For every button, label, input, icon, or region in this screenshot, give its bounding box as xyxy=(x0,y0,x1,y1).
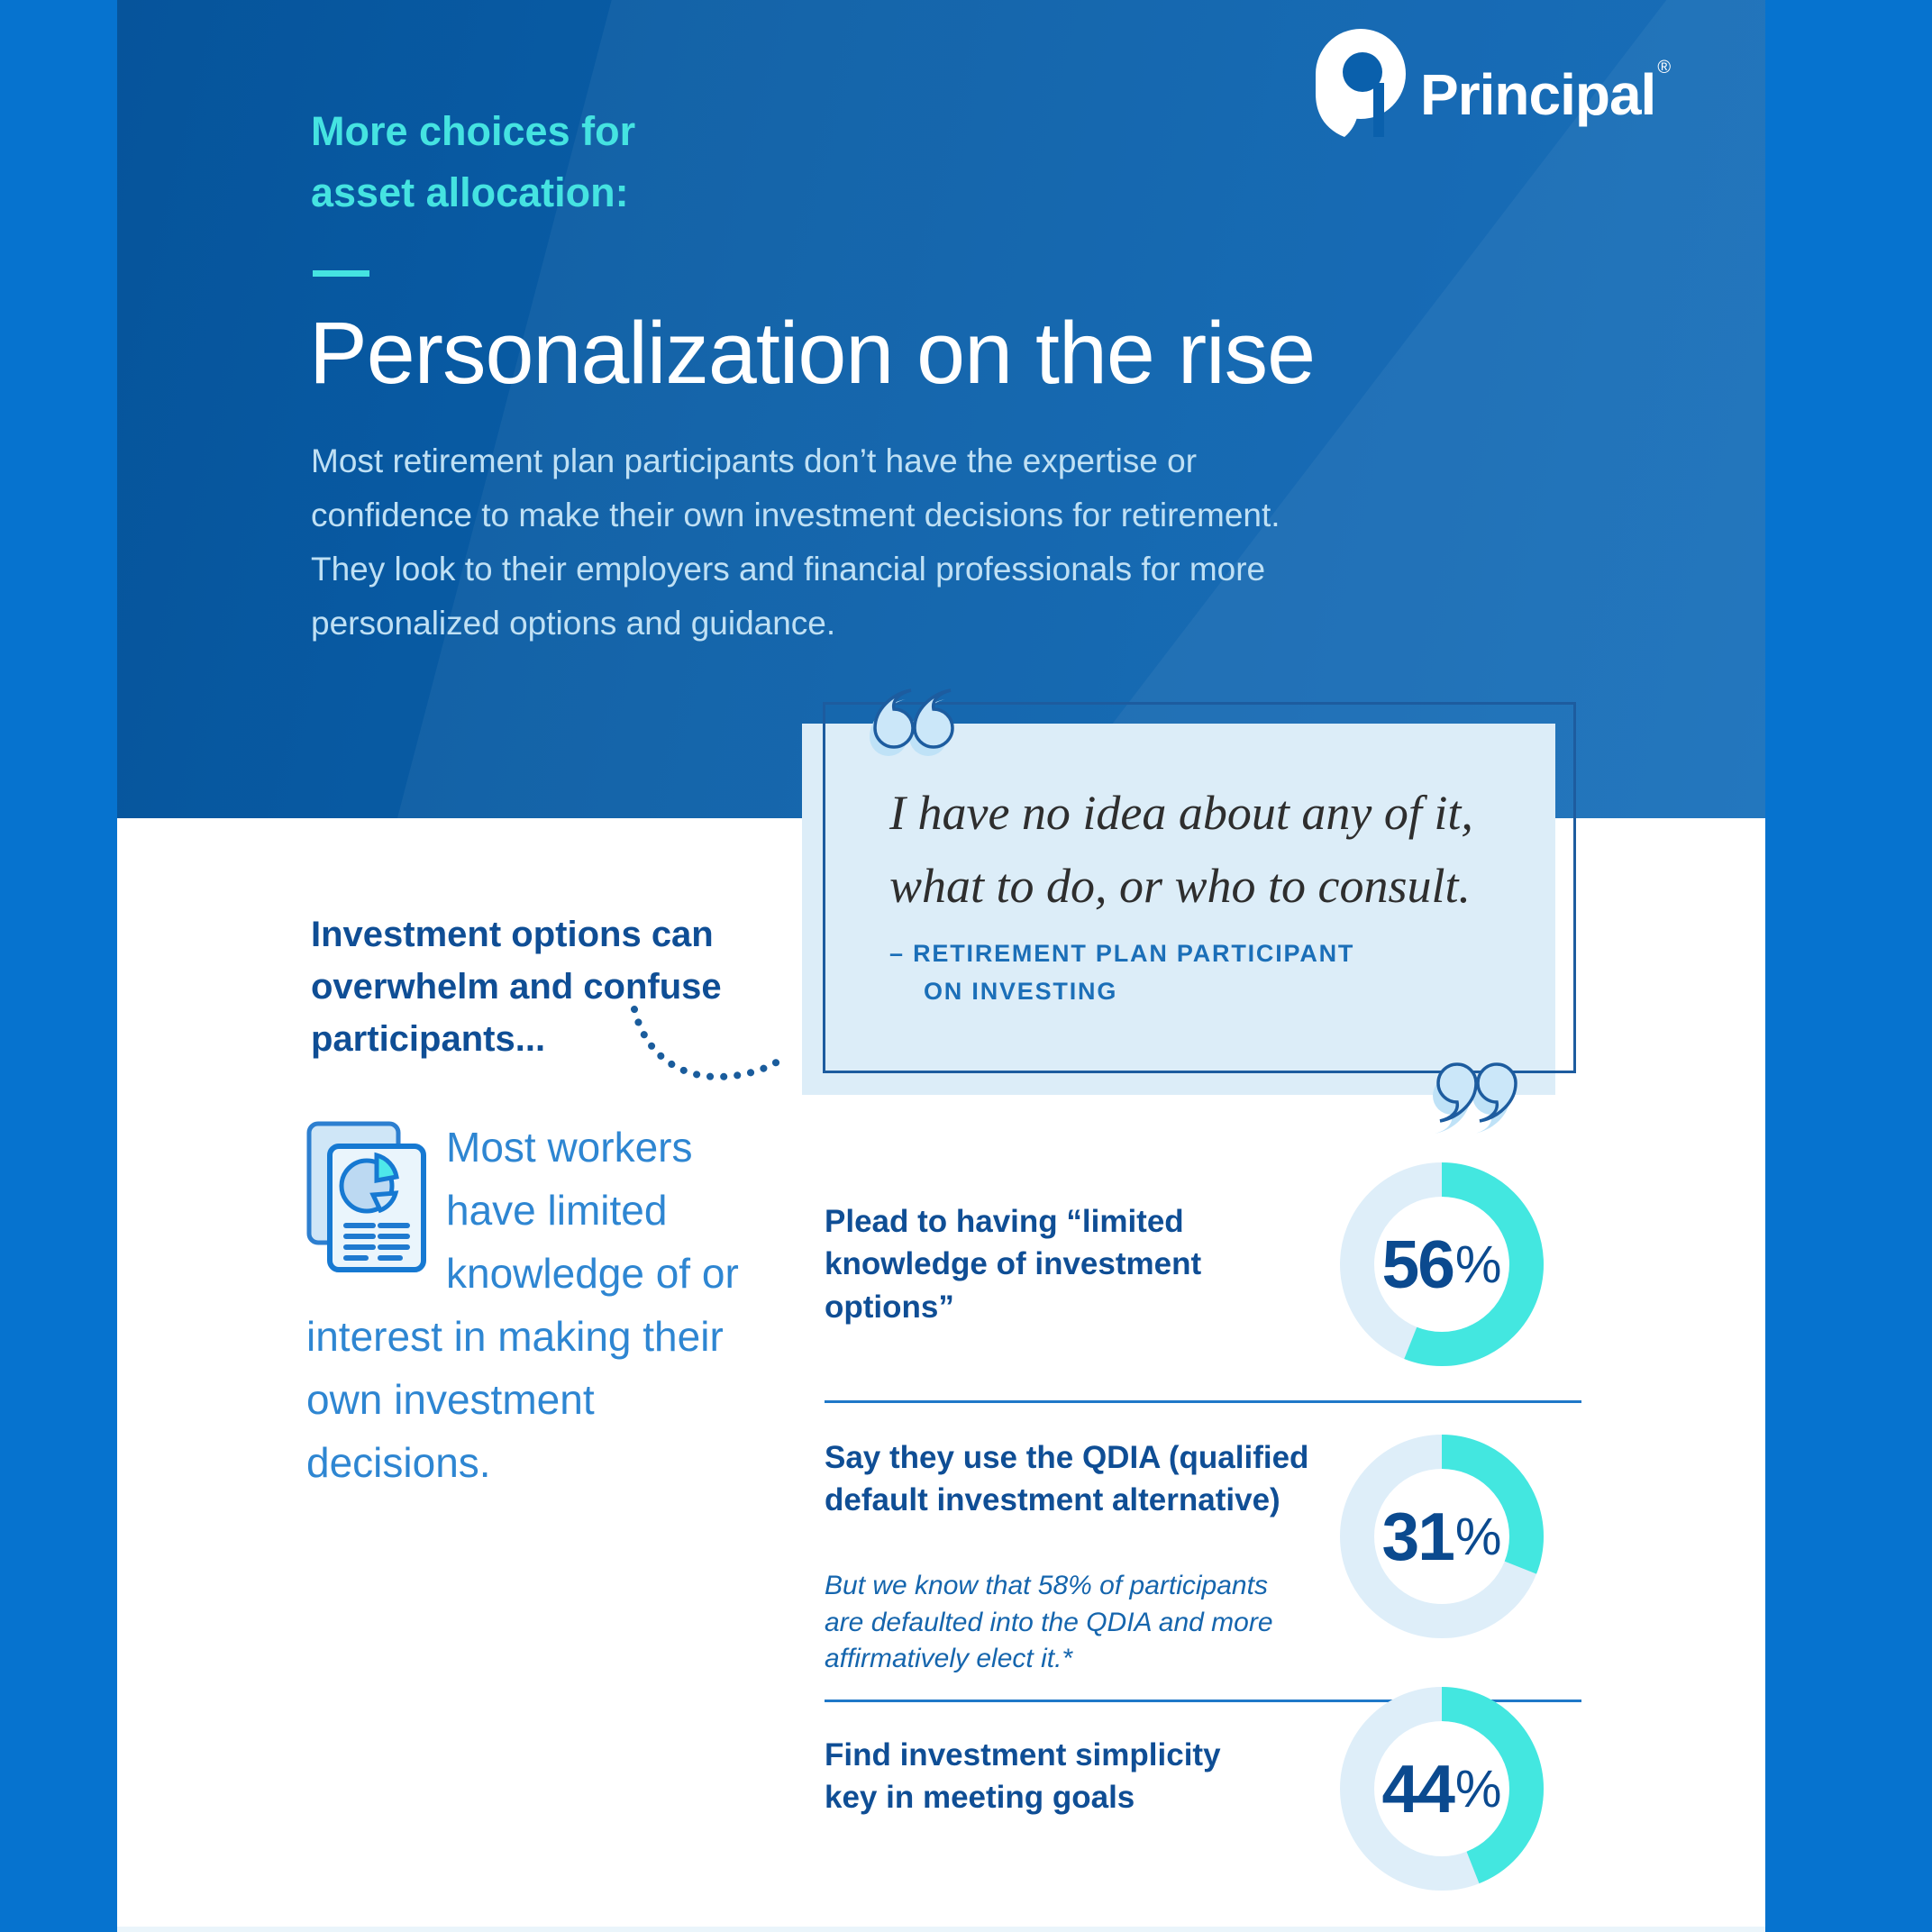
open-quote-icon xyxy=(870,688,954,756)
stat-note-2: But we know that 58% of participants are… xyxy=(825,1571,1273,1673)
percent-sign: % xyxy=(1454,1759,1502,1818)
dotted-connector-line xyxy=(631,1006,786,1081)
intro-paragraph: Most retirement plan participants don’t … xyxy=(311,442,1280,642)
workers-statement: Most workers have limited knowledge of o… xyxy=(306,1116,748,1494)
header-swoosh-decoration xyxy=(396,0,1765,818)
stat-label-1: Plead to having “limited knowledge of in… xyxy=(825,1204,1202,1325)
quote-panel-outline xyxy=(823,702,1576,1073)
registered-mark: ® xyxy=(1657,58,1672,77)
donut-chart-31: 31 % xyxy=(1338,1433,1545,1640)
stat-label-3: Find investment simplicity key in meetin… xyxy=(825,1737,1221,1816)
principal-p-icon xyxy=(1316,29,1406,137)
report-document-icon xyxy=(306,1121,426,1272)
quote-attribution: – RETIREMENT PLAN PARTICIPANT ON INVESTI… xyxy=(889,935,1354,1011)
accent-dash xyxy=(313,270,369,277)
stat-value-2: 31 % xyxy=(1381,1499,1502,1574)
quote-panel xyxy=(802,724,1555,1095)
stat-value-3: 44 % xyxy=(1381,1751,1502,1827)
quote-attribution-line2: ON INVESTING xyxy=(924,977,1118,1005)
header-band xyxy=(117,0,1765,818)
left-heading: Investment options can overwhelm and con… xyxy=(311,915,722,1059)
stat-value-1: 56 % xyxy=(1381,1226,1502,1302)
close-quote-icon xyxy=(1433,1062,1517,1134)
donut-chart-56: 56 % xyxy=(1338,1161,1545,1368)
section-divider xyxy=(825,1400,1581,1403)
percent-sign: % xyxy=(1454,1507,1502,1566)
stat-label-2: Say they use the QDIA (qualified default… xyxy=(825,1440,1309,1518)
donut-chart-44: 44 % xyxy=(1338,1685,1545,1892)
quote-text: I have no idea about any of it, what to … xyxy=(889,786,1473,913)
next-section-edge xyxy=(117,1927,1765,1932)
section-divider xyxy=(825,1700,1581,1702)
workers-statement-text: Most workers have limited knowledge of o… xyxy=(306,1124,739,1486)
principal-logo: Principal ® xyxy=(1314,27,1671,139)
page-title: Personalization on the rise xyxy=(309,304,1316,402)
page: More choices for asset allocation: Perso… xyxy=(117,0,1765,1932)
principal-wordmark: Principal xyxy=(1420,62,1656,127)
percent-sign: % xyxy=(1454,1235,1502,1294)
kicker-heading: More choices for asset allocation: xyxy=(311,108,636,215)
quote-attribution-line1: – RETIREMENT PLAN PARTICIPANT xyxy=(889,940,1355,967)
